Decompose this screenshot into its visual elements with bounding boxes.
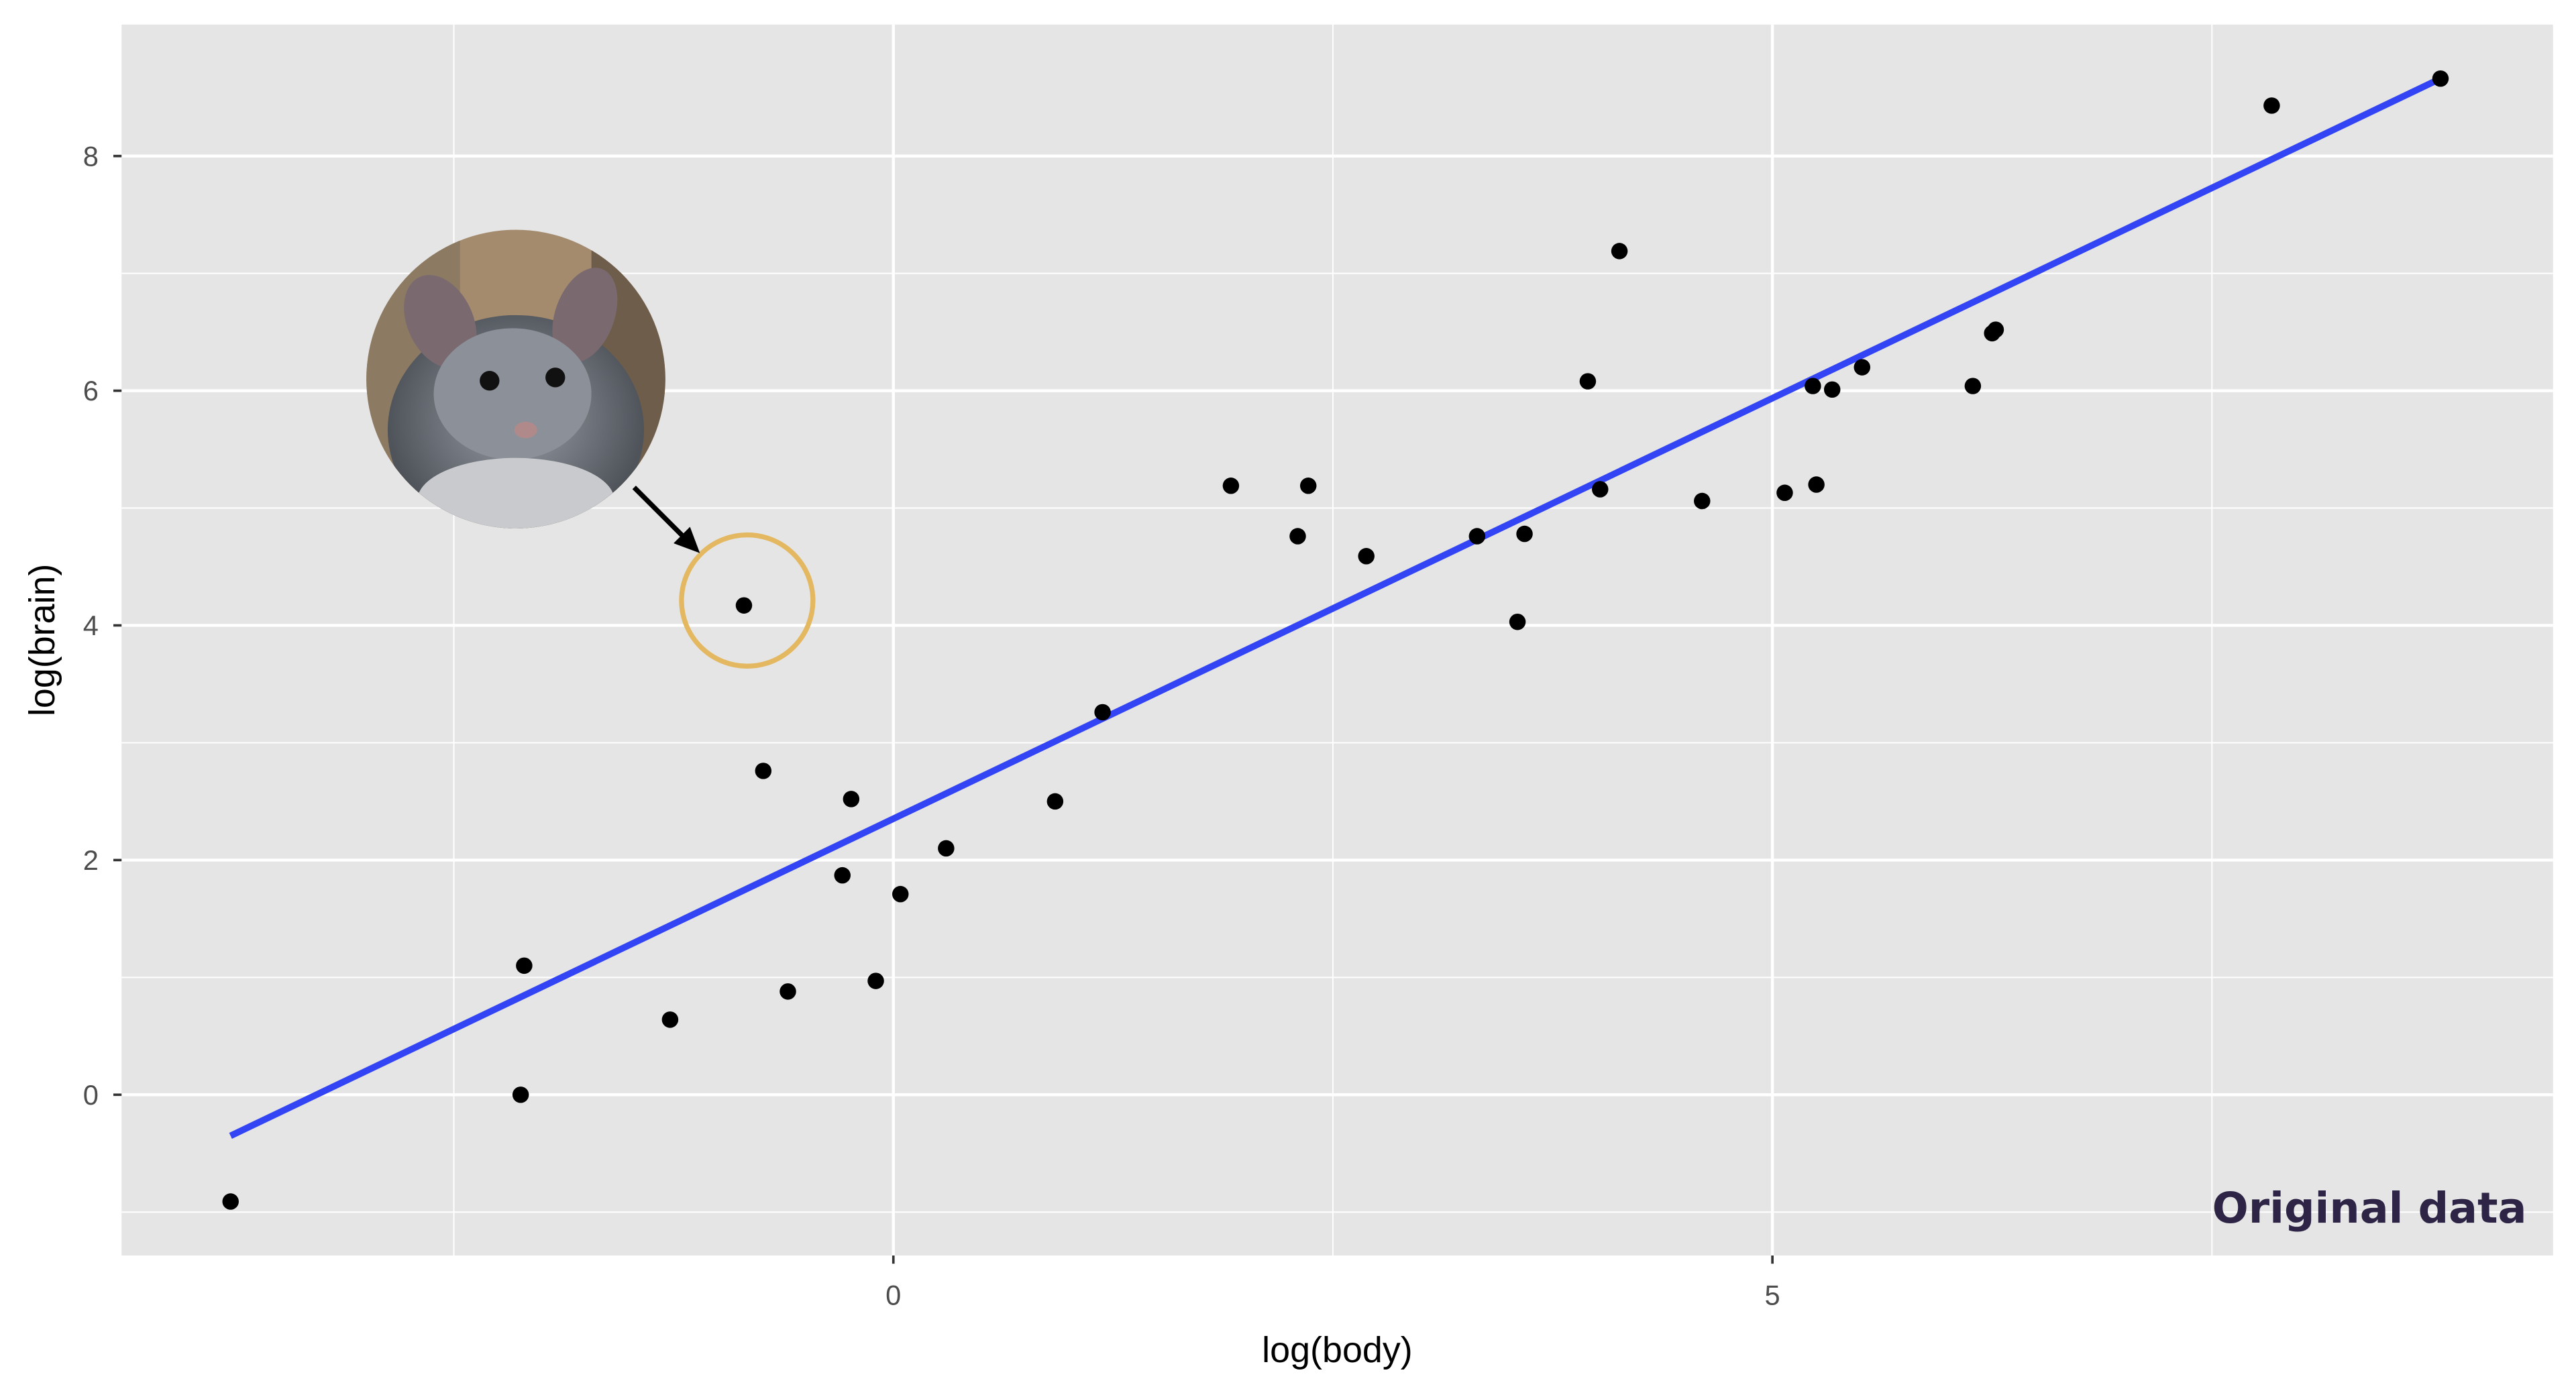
data-point [1289, 528, 1306, 545]
data-point [1592, 481, 1609, 498]
data-point [1808, 476, 1825, 493]
data-point [512, 1086, 529, 1103]
data-point [1579, 373, 1597, 390]
data-point [867, 972, 884, 989]
x-tick-label: 5 [1765, 1279, 1780, 1310]
x-axis-label: log(body) [1262, 1330, 1413, 1370]
data-point [1964, 378, 1982, 394]
chinchilla-photo [366, 229, 665, 528]
data-point [2432, 70, 2449, 87]
data-point [1222, 478, 1240, 494]
data-point [1516, 525, 1533, 543]
y-tick-label: 8 [83, 140, 99, 172]
y-tick-label: 2 [83, 844, 99, 876]
data-point [516, 957, 533, 974]
data-point [1358, 548, 1375, 565]
data-point [1468, 528, 1486, 545]
data-point [1046, 793, 1064, 810]
highlight-circle [679, 532, 816, 669]
data-point [843, 791, 860, 807]
data-point [1611, 243, 1628, 260]
data-point [780, 983, 796, 1000]
data-point [1776, 484, 1793, 502]
data-point [1987, 321, 2004, 338]
data-point [834, 867, 851, 884]
data-point [1823, 381, 1841, 398]
data-point [1805, 378, 1821, 394]
data-point [755, 763, 772, 779]
data-point [1094, 704, 1111, 721]
chinchilla-inset [366, 229, 665, 528]
plot-panel [121, 24, 2553, 1256]
annotation-arrow [632, 486, 700, 553]
data-point [1299, 478, 1317, 494]
y-tick-label: 4 [83, 610, 99, 641]
data-point [892, 885, 909, 903]
y-tick-label: 6 [83, 375, 99, 406]
data-point [735, 597, 753, 614]
data-point [938, 840, 955, 857]
data-point [1854, 359, 1871, 376]
y-tick-label: 0 [83, 1079, 99, 1111]
annotation-label: Original data [2212, 1184, 2527, 1233]
data-point [1694, 492, 1711, 510]
regression-line [229, 75, 2443, 1139]
data-point [2263, 97, 2280, 114]
data-point [661, 1011, 679, 1028]
y-axis-label: log(brain) [22, 564, 62, 716]
data-point [1509, 613, 1526, 630]
x-tick-label: 0 [885, 1279, 901, 1310]
data-point [222, 1193, 239, 1210]
